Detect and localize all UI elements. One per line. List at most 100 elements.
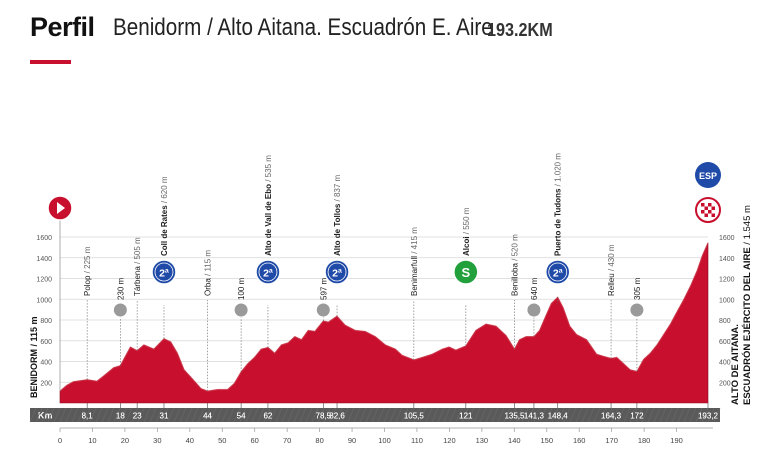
waypoint-name: Alto de Tollos xyxy=(333,203,342,256)
checkpoint-icon xyxy=(233,302,249,318)
x-tick-label: 150 xyxy=(540,436,553,445)
km-strip-hatch xyxy=(287,407,295,423)
km-strip-hatch xyxy=(545,407,553,423)
y-tick-label-left: 1200 xyxy=(36,277,52,284)
km-strip-hatch xyxy=(635,407,643,423)
waypoint-label: Relleu / 430 m xyxy=(607,244,616,296)
header: Perfil Benidorm / Alto Aitana. Escuadrón… xyxy=(0,0,781,70)
km-strip-hatch xyxy=(341,407,349,423)
km-label-top: 121 xyxy=(459,412,473,421)
kom-category-label: 2ª xyxy=(263,268,273,280)
waypoint-altitude: / 535 m xyxy=(264,155,273,184)
y-tick-label-left: 1600 xyxy=(36,235,52,242)
play-arrow-icon xyxy=(57,202,65,214)
km-label: 172 xyxy=(630,412,644,421)
km-strip-hatch xyxy=(365,407,373,423)
waypoint-altitude: / 550 m xyxy=(462,207,471,236)
km-strip-hatch xyxy=(275,407,283,423)
km-strip-hatch xyxy=(197,407,205,423)
x-tick-label: 160 xyxy=(573,436,586,445)
waypoint-label: Polop / 225 m xyxy=(83,246,92,296)
km-strip-hatch xyxy=(623,407,631,423)
km-strip-hatch xyxy=(125,407,133,423)
km-strip-hatch xyxy=(173,407,181,423)
km-strip-hatch xyxy=(581,407,589,423)
km-strip-hatch xyxy=(347,407,355,423)
km-strip-hatch xyxy=(137,407,145,423)
x-tick-label: 120 xyxy=(443,436,456,445)
km-strip-hatch xyxy=(377,407,385,423)
checkpoint-icon xyxy=(315,302,331,318)
x-tick-label: 50 xyxy=(218,436,226,445)
km-strip-hatch xyxy=(431,407,439,423)
km-label-top: 141,3 xyxy=(524,412,545,421)
finish-flag-check xyxy=(711,213,715,217)
waypoint-name: Relleu xyxy=(607,273,616,296)
x-tick-label: 100 xyxy=(378,436,391,445)
checkpoint-icon xyxy=(629,302,645,318)
km-strip-hatch xyxy=(299,407,307,423)
km-label: 54 xyxy=(237,412,246,421)
kom-category-label: 2ª xyxy=(159,268,169,280)
km-strip-hatch xyxy=(611,407,619,423)
km-strip-hatch xyxy=(485,407,493,423)
waypoint-label: Benilloba / 520 m xyxy=(510,234,519,296)
km-strip-hatch xyxy=(659,407,667,423)
km-strip-hatch xyxy=(527,407,535,423)
km-strip-hatch xyxy=(413,407,421,423)
kom-badge-icon xyxy=(324,259,350,285)
waypoint-altitude: / 225 m xyxy=(83,246,92,275)
km-strip-hatch xyxy=(593,407,601,423)
km-strip-hatch xyxy=(383,407,391,423)
waypoint-name: Benimarfull xyxy=(410,256,419,296)
km-strip-hatch xyxy=(35,407,43,423)
y-tick-label-right: 1000 xyxy=(719,297,735,304)
km-strip-hatch xyxy=(563,407,571,423)
km-strip-hatch xyxy=(653,407,661,423)
km-strip-hatch xyxy=(671,407,679,423)
km-strip-hatch xyxy=(569,407,577,423)
km-strip-hatch xyxy=(317,407,325,423)
kom-badge-icon xyxy=(255,259,281,285)
km-strip-hatch xyxy=(191,407,199,423)
x-tick-label: 70 xyxy=(283,436,291,445)
km-strip-hatch xyxy=(701,407,709,423)
km-label-top: 23 xyxy=(133,412,142,421)
km-label: 8,1 xyxy=(82,412,94,421)
waypoint-name: Alto de Vall de Ebo xyxy=(264,184,273,256)
esp-badge-label: ESP xyxy=(699,171,717,181)
km-strip-hatch xyxy=(683,407,691,423)
km-strip-hatch xyxy=(713,407,721,423)
km-strip-hatch xyxy=(497,407,505,423)
km-label-top: 18 xyxy=(116,412,125,421)
km-strip-hatch xyxy=(695,407,703,423)
km-strip-hatch xyxy=(461,407,469,423)
km-label-top: 54 xyxy=(237,412,246,421)
km-strip-hatch xyxy=(395,407,403,423)
y-tick-label-left: 1000 xyxy=(36,297,52,304)
x-tick-label: 180 xyxy=(638,436,651,445)
km-strip-hatch xyxy=(401,407,409,423)
km-strip-hatch xyxy=(251,407,259,423)
km-strip-hatch xyxy=(599,407,607,423)
km-strip-hatch xyxy=(293,407,301,423)
x-tick-label: 140 xyxy=(508,436,521,445)
km-strip-hatch xyxy=(179,407,187,423)
km-strip-hatch xyxy=(629,407,637,423)
x-tick-label: 170 xyxy=(605,436,618,445)
km-label: 135,5 xyxy=(504,412,525,421)
km-strip-hatch xyxy=(257,407,265,423)
y-tick-label-right: 200 xyxy=(719,380,731,387)
km-strip-hatch xyxy=(113,407,121,423)
km-strip-hatch xyxy=(29,407,37,423)
km-label: 23 xyxy=(133,412,142,421)
waypoint-label: Alcoi / 550 m xyxy=(462,207,471,256)
sprint-badge-label: S xyxy=(462,265,471,280)
waypoint-altitude: / 430 m xyxy=(607,244,616,273)
km-strip-hatch xyxy=(353,407,361,423)
waypoint-label: 640 m xyxy=(530,277,539,300)
waypoint-label: Puerto de Tudons / 1.020 m xyxy=(554,153,563,256)
finish-flag-check xyxy=(704,206,708,210)
